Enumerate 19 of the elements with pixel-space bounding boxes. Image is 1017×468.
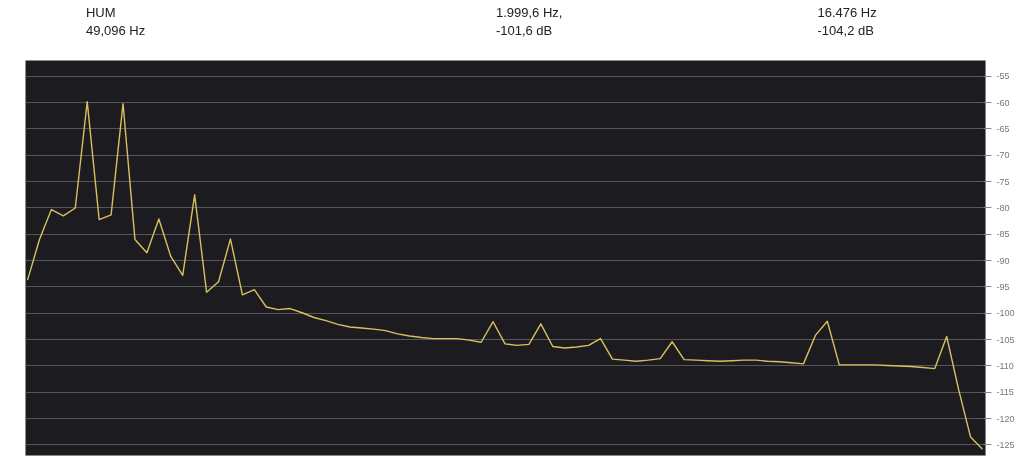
y-tick-label: -110 [996,360,1014,371]
text: HUM 49,096 Hz [85,5,146,39]
y-tick-label: -85 [996,229,1010,240]
y-tick-label: -60 [996,97,1010,108]
y-tick-label: -115 [996,387,1014,398]
y-tick-label: -80 [996,202,1010,213]
line-series [26,100,984,450]
y-tick-label: -100 [996,308,1015,319]
y-tick-label: -75 [996,176,1010,187]
text: 1.999,6 Hz, -101,6 dB [495,5,563,39]
y-tick-label: -65 [996,123,1010,134]
y-tick-label: -70 [996,150,1010,161]
y-tick-label: -90 [996,255,1010,266]
text: 16.476 Hz -104,2 dB [817,5,877,39]
y-tick-label: -55 [996,71,1010,82]
y-tick-label: -95 [996,281,1010,292]
y-tick-label: -120 [996,413,1015,424]
y-tick-label: -105 [996,334,1015,345]
y-tick-label: -125 [996,439,1015,450]
